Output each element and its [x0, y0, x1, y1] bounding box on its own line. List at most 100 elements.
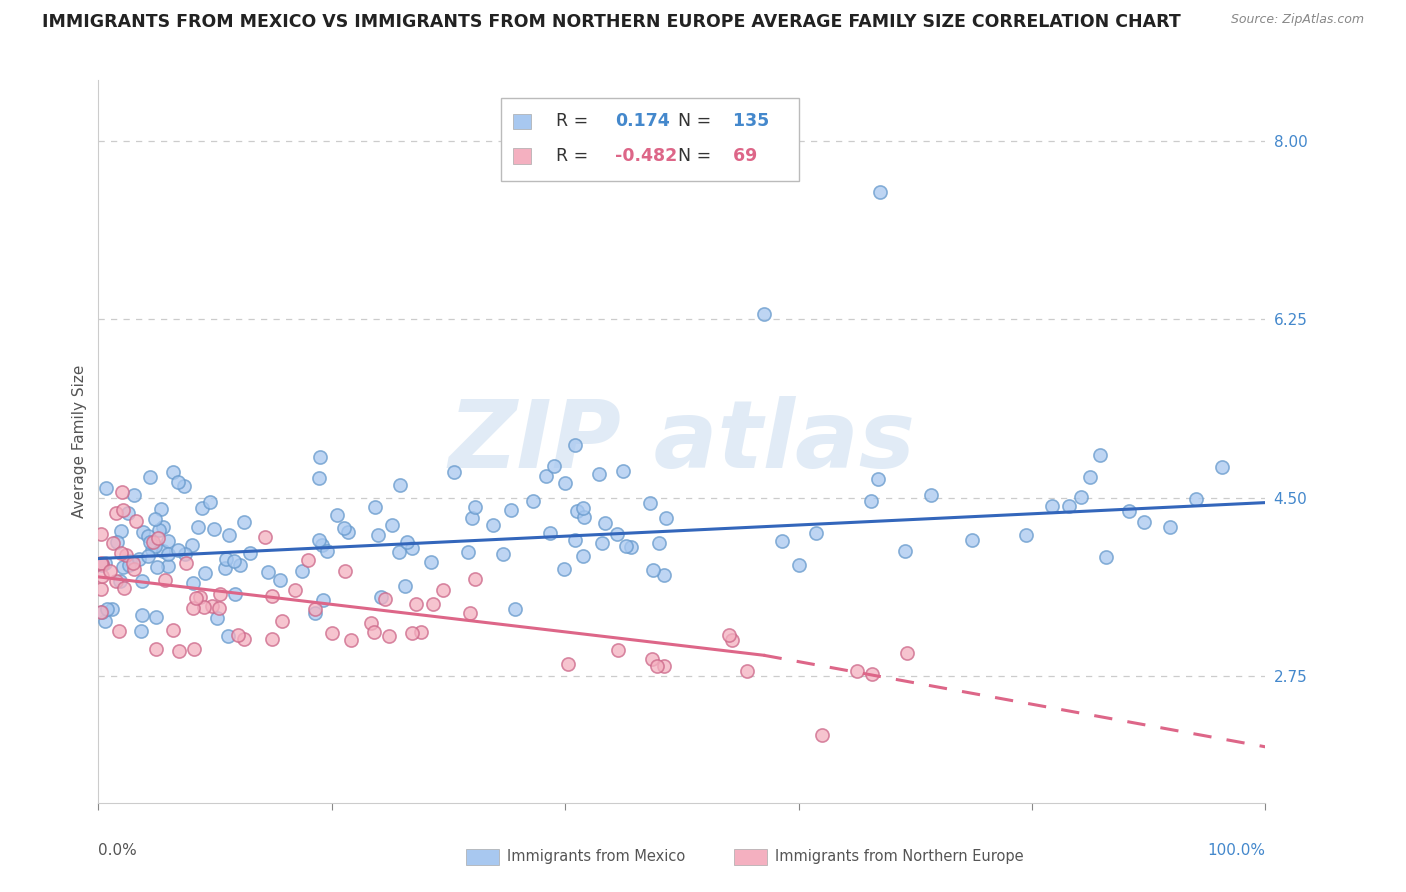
Point — [868, 472, 890, 486]
Point — [311, 539, 333, 553]
Point — [1133, 515, 1156, 529]
Point — [388, 477, 411, 491]
Point — [183, 641, 205, 656]
Point — [94, 481, 117, 495]
Point — [333, 521, 356, 535]
Point — [120, 554, 142, 568]
Point — [90, 556, 112, 570]
Point — [101, 536, 124, 550]
Point — [593, 516, 616, 531]
Text: IMMIGRANTS FROM MEXICO VS IMMIGRANTS FROM NORTHERN EUROPE AVERAGE FAMILY SIZE CO: IMMIGRANTS FROM MEXICO VS IMMIGRANTS FRO… — [42, 13, 1181, 31]
Point — [114, 548, 136, 562]
Point — [1185, 491, 1208, 506]
Point — [538, 525, 561, 540]
Point — [181, 600, 204, 615]
Point — [193, 566, 215, 580]
Point — [1057, 499, 1080, 513]
Text: 0.0%: 0.0% — [98, 843, 138, 857]
Point — [122, 488, 145, 502]
Point — [181, 575, 204, 590]
Text: Immigrants from Mexico: Immigrants from Mexico — [508, 849, 685, 864]
Point — [152, 543, 174, 558]
Point — [620, 540, 643, 554]
Point — [960, 533, 983, 548]
Point — [108, 624, 131, 639]
Point — [129, 624, 152, 639]
Point — [432, 583, 454, 598]
Point — [284, 583, 307, 598]
Point — [138, 470, 160, 484]
Point — [145, 642, 167, 657]
Point — [1095, 550, 1118, 565]
Text: 69: 69 — [727, 147, 758, 165]
Point — [588, 467, 610, 481]
Point — [90, 527, 112, 541]
Point — [308, 533, 330, 547]
Point — [612, 465, 634, 479]
Point — [893, 544, 915, 558]
Point — [110, 546, 132, 560]
Point — [146, 560, 169, 574]
Point — [481, 517, 503, 532]
FancyBboxPatch shape — [513, 148, 530, 164]
Point — [405, 597, 427, 611]
Point — [173, 479, 195, 493]
Text: R =: R = — [555, 147, 599, 165]
Point — [896, 646, 918, 660]
Point — [297, 553, 319, 567]
Text: ZIP atlas: ZIP atlas — [449, 395, 915, 488]
Point — [420, 555, 443, 569]
Point — [202, 522, 225, 536]
Point — [222, 554, 245, 568]
Point — [572, 510, 595, 524]
Point — [233, 632, 256, 647]
Point — [370, 590, 392, 604]
Text: Source: ZipAtlas.com: Source: ZipAtlas.com — [1230, 13, 1364, 27]
Point — [122, 562, 145, 576]
Point — [214, 561, 236, 575]
Point — [652, 568, 675, 582]
Point — [98, 564, 121, 578]
Point — [205, 611, 228, 625]
Point — [153, 573, 176, 587]
Point — [645, 659, 668, 673]
Point — [321, 625, 343, 640]
Text: Immigrants from Northern Europe: Immigrants from Northern Europe — [775, 849, 1024, 864]
Text: 0.174: 0.174 — [616, 112, 671, 130]
Point — [208, 587, 231, 601]
Point — [142, 535, 165, 549]
Point — [254, 530, 277, 544]
Point — [735, 664, 758, 678]
Point — [536, 468, 558, 483]
Point — [461, 511, 484, 525]
Point — [304, 601, 326, 615]
Point — [443, 465, 465, 479]
Point — [395, 535, 418, 549]
FancyBboxPatch shape — [513, 113, 530, 129]
Point — [326, 508, 349, 522]
Text: 100.0%: 100.0% — [1208, 843, 1265, 857]
Point — [269, 573, 291, 587]
Point — [401, 626, 423, 640]
Point — [201, 599, 224, 613]
Point — [652, 659, 675, 673]
Point — [1211, 460, 1233, 475]
Point — [148, 531, 170, 545]
Point — [308, 471, 330, 485]
Point — [224, 587, 246, 601]
Point — [460, 607, 482, 621]
Point — [128, 551, 150, 566]
Point — [553, 562, 575, 576]
Point — [543, 458, 565, 473]
Point — [340, 632, 363, 647]
Point — [111, 560, 134, 574]
Point — [337, 524, 360, 539]
FancyBboxPatch shape — [734, 849, 768, 865]
Point — [394, 579, 416, 593]
Point — [184, 591, 207, 605]
Point — [190, 501, 212, 516]
Point — [752, 307, 775, 321]
Point — [641, 563, 664, 577]
Point — [90, 582, 112, 597]
Point — [156, 533, 179, 548]
